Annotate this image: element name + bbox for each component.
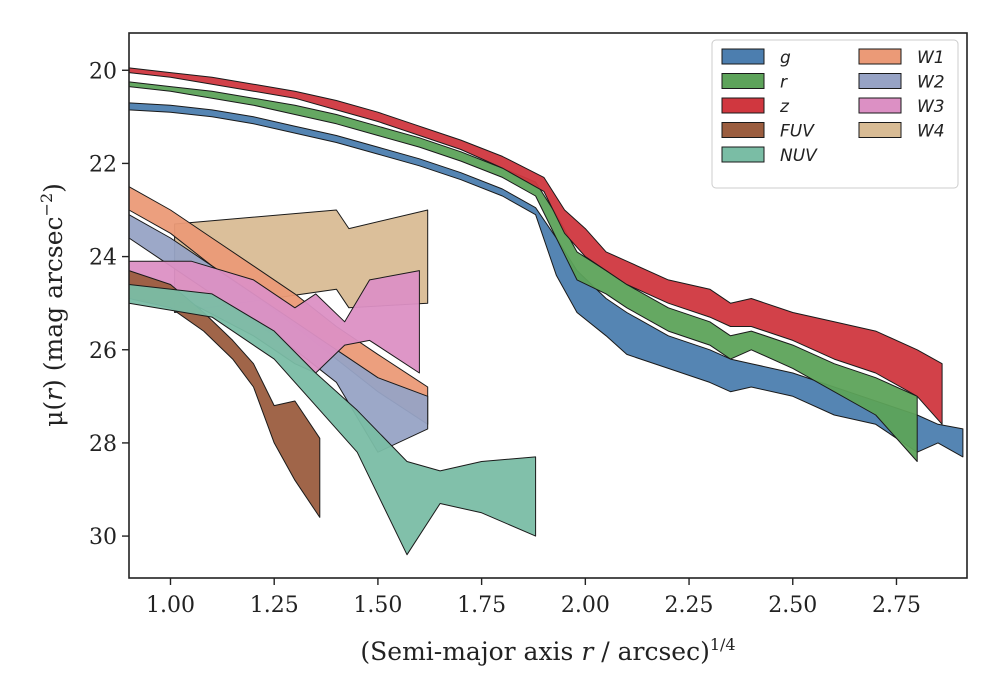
band-z — [128, 67, 943, 425]
y-tick-label: 30 — [89, 525, 117, 550]
band-nuv — [128, 284, 537, 556]
legend-swatch-fuv — [721, 122, 765, 138]
x-tick-label: 2.25 — [665, 593, 714, 618]
series-bands — [128, 67, 964, 556]
legend-swatch-w4 — [858, 122, 902, 138]
legend-swatch-g — [721, 48, 765, 65]
legend-label-nuv: NUV — [780, 146, 818, 166]
legend-swatch-r — [721, 73, 765, 89]
x-axis-title-part1: (Semi-major axis — [360, 637, 581, 666]
y-axis-title-part2: ) (mag arcsec — [39, 216, 68, 389]
legend-label-w4: W4 — [917, 122, 945, 142]
y-tick-label: 28 — [89, 432, 117, 457]
legend-label-w1: W1 — [917, 48, 945, 68]
x-tick-label: 2.75 — [872, 593, 921, 618]
x-tick-label: 1.00 — [146, 593, 195, 618]
legend-label-w2: W2 — [917, 73, 945, 93]
y-axis-title-exponent: −2 — [37, 193, 56, 217]
legend-swatch-w2 — [858, 73, 902, 89]
x-axis-title-var: r — [581, 637, 595, 666]
x-tick-label: 1.75 — [457, 593, 506, 618]
x-tick-label: 1.50 — [353, 593, 402, 618]
y-axis-ticks: 20 22 24 26 28 30 — [89, 59, 129, 550]
y-tick-label: 26 — [89, 339, 117, 364]
legend-label-fuv: FUV — [780, 122, 815, 142]
legend: grz FUV NUV W1 W2 W3 W4 — [711, 39, 959, 189]
x-tick-label: 2.50 — [768, 593, 817, 618]
x-tick-label: 2.00 — [561, 593, 610, 618]
y-tick-label: 24 — [89, 246, 117, 271]
x-tick-label: 1.25 — [250, 593, 299, 618]
y-axis-title-part1: μ( — [39, 401, 68, 427]
legend-swatch-z — [721, 97, 765, 114]
legend-swatch-w1 — [858, 48, 902, 65]
y-axis-title-part3: ) — [39, 183, 68, 193]
y-tick-label: 20 — [89, 59, 117, 84]
x-axis-ticks: 1.00 1.25 1.50 1.75 2.00 2.25 2.50 2.75 — [146, 578, 921, 618]
band-r — [128, 81, 918, 462]
y-tick-label: 22 — [89, 152, 117, 177]
legend-swatch-nuv — [721, 146, 765, 163]
x-axis-title-part2: / arcsec) — [593, 637, 710, 666]
legend-label-z: z — [779, 97, 790, 117]
x-axis-title-exponent: 1/4 — [710, 635, 736, 654]
legend-label-g: g — [780, 48, 791, 68]
legend-swatch-w3 — [858, 97, 902, 114]
legend-label-w3: W3 — [917, 97, 945, 117]
band-g — [128, 102, 964, 458]
legend-label-r: r — [780, 73, 788, 93]
plot-frame — [128, 32, 968, 579]
y-axis-title-var: r — [39, 387, 68, 401]
x-axis-title: (Semi-major axis r / arcsec)1/4 — [360, 635, 735, 666]
y-axis-title: μ(r) (mag arcsec−2) — [37, 183, 68, 427]
